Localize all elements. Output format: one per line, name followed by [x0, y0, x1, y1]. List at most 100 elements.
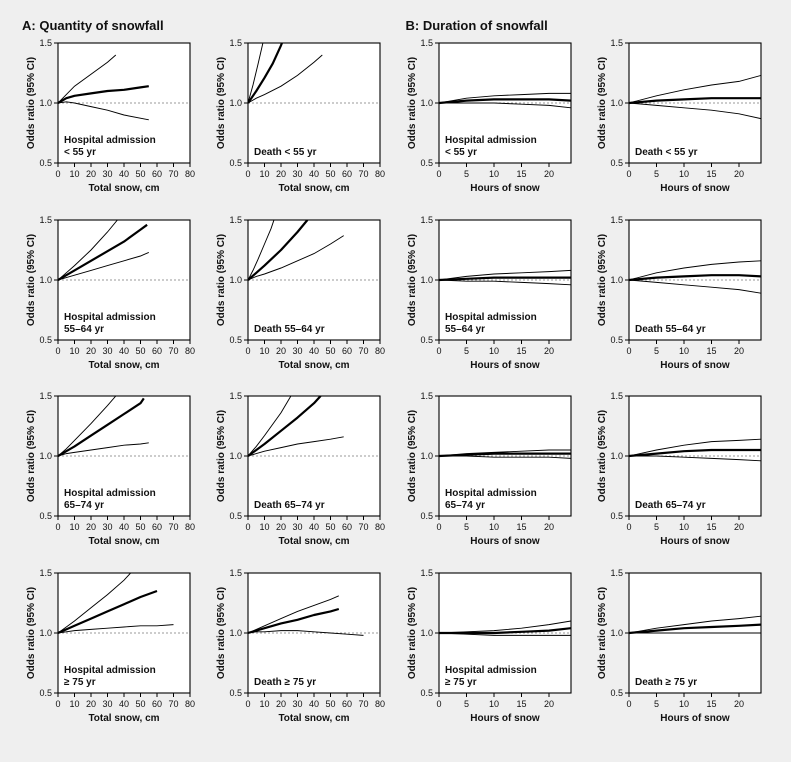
x-tick-label: 20	[276, 169, 286, 179]
panel-cell: Odds ratio (95% CI)0.51.01.5010203040506…	[22, 214, 198, 385]
x-tick-label: 10	[488, 522, 498, 532]
chart-panel: Odds ratio (95% CI)0.51.01.505101520Hour…	[593, 390, 769, 556]
y-tick-label: 1.5	[610, 568, 623, 578]
x-tick-label: 10	[69, 169, 79, 179]
panel-label: 55–64 yr	[64, 324, 104, 335]
y-tick-label: 1.5	[39, 568, 52, 578]
x-tick-label: 80	[375, 522, 385, 532]
panel-label: Death 65–74 yr	[635, 500, 706, 511]
x-tick-label: 60	[152, 346, 162, 356]
panel-cell: Odds ratio (95% CI)0.51.01.5010203040506…	[22, 37, 198, 208]
x-tick-label: 40	[309, 522, 319, 532]
x-tick-label: 40	[119, 522, 129, 532]
y-tick-label: 0.5	[39, 335, 52, 345]
x-tick-label: 30	[293, 346, 303, 356]
panel-cell: Odds ratio (95% CI)0.51.01.505101520Hour…	[403, 567, 579, 738]
y-tick-label: 1.5	[610, 215, 623, 225]
x-tick-label: 10	[679, 522, 689, 532]
y-axis-label: Odds ratio (95% CI)	[216, 586, 227, 678]
x-tick-label: 70	[168, 169, 178, 179]
panels-grid: Odds ratio (95% CI)0.51.01.5010203040506…	[22, 37, 769, 737]
panel-label: Hospital admission	[64, 488, 156, 499]
y-tick-label: 1.0	[39, 628, 52, 638]
y-tick-label: 0.5	[420, 158, 433, 168]
x-tick-label: 50	[326, 699, 336, 709]
y-tick-label: 1.5	[610, 391, 623, 401]
y-tick-label: 1.0	[420, 628, 433, 638]
y-axis-label: Odds ratio (95% CI)	[216, 57, 227, 149]
figure-page: A: Quantity of snowfall B: Duration of s…	[0, 0, 791, 762]
panel-cell: Odds ratio (95% CI)0.51.01.505101520Hour…	[593, 37, 769, 208]
panel-cell: Odds ratio (95% CI)0.51.01.505101520Hour…	[593, 567, 769, 738]
x-tick-label: 15	[516, 169, 526, 179]
x-tick-label: 80	[185, 699, 195, 709]
y-tick-label: 0.5	[610, 511, 623, 521]
x-tick-label: 40	[119, 169, 129, 179]
x-tick-label: 30	[293, 699, 303, 709]
y-tick-label: 1.5	[230, 38, 243, 48]
chart-panel: Odds ratio (95% CI)0.51.01.505101520Hour…	[593, 567, 769, 733]
x-tick-label: 0	[626, 522, 631, 532]
x-tick-label: 0	[55, 169, 60, 179]
x-tick-label: 40	[309, 346, 319, 356]
y-tick-label: 0.5	[39, 158, 52, 168]
y-tick-label: 0.5	[610, 158, 623, 168]
x-tick-label: 15	[516, 522, 526, 532]
x-tick-label: 70	[359, 346, 369, 356]
y-tick-label: 0.5	[39, 688, 52, 698]
x-tick-label: 20	[734, 169, 744, 179]
x-axis-label: Total snow, cm	[88, 536, 159, 547]
x-axis-label: Total snow, cm	[279, 183, 350, 194]
x-tick-label: 80	[375, 699, 385, 709]
x-tick-label: 50	[135, 699, 145, 709]
x-tick-label: 70	[359, 699, 369, 709]
y-tick-label: 1.0	[39, 275, 52, 285]
x-tick-label: 5	[463, 522, 468, 532]
y-tick-label: 1.0	[230, 451, 243, 461]
x-tick-label: 15	[706, 522, 716, 532]
x-axis-label: Total snow, cm	[88, 360, 159, 371]
x-tick-label: 80	[375, 169, 385, 179]
x-axis-label: Total snow, cm	[279, 713, 350, 724]
y-tick-label: 1.0	[230, 98, 243, 108]
panel-label: 65–74 yr	[64, 500, 104, 511]
x-tick-label: 20	[86, 169, 96, 179]
panel-label: ≥ 75 yr	[445, 677, 477, 688]
x-tick-label: 30	[102, 699, 112, 709]
x-tick-label: 0	[436, 699, 441, 709]
chart-panel: Odds ratio (95% CI)0.51.01.505101520Hour…	[403, 214, 579, 380]
panel-label: Death ≥ 75 yr	[635, 677, 697, 688]
x-axis-label: Total snow, cm	[279, 536, 350, 547]
x-tick-label: 5	[654, 346, 659, 356]
x-tick-label: 0	[626, 699, 631, 709]
titles-row: A: Quantity of snowfall B: Duration of s…	[22, 18, 769, 33]
x-tick-label: 20	[734, 346, 744, 356]
x-tick-label: 20	[276, 699, 286, 709]
x-axis-label: Hours of snow	[660, 713, 730, 724]
chart-panel: Odds ratio (95% CI)0.51.01.5010203040506…	[22, 37, 198, 203]
x-tick-label: 10	[260, 522, 270, 532]
x-tick-label: 30	[102, 346, 112, 356]
x-tick-label: 20	[543, 522, 553, 532]
panel-cell: Odds ratio (95% CI)0.51.01.505101520Hour…	[593, 214, 769, 385]
y-tick-label: 0.5	[230, 688, 243, 698]
y-axis-label: Odds ratio (95% CI)	[407, 410, 418, 502]
chart-panel: Odds ratio (95% CI)0.51.01.5010203040506…	[22, 390, 198, 556]
title-a: A: Quantity of snowfall	[22, 18, 396, 33]
y-axis-label: Odds ratio (95% CI)	[26, 410, 37, 502]
x-tick-label: 10	[488, 699, 498, 709]
x-tick-label: 0	[436, 346, 441, 356]
y-tick-label: 1.0	[230, 275, 243, 285]
x-tick-label: 20	[86, 699, 96, 709]
y-axis-label: Odds ratio (95% CI)	[597, 586, 608, 678]
x-tick-label: 0	[246, 699, 251, 709]
x-tick-label: 0	[246, 169, 251, 179]
panel-cell: Odds ratio (95% CI)0.51.01.505101520Hour…	[593, 390, 769, 561]
y-axis-label: Odds ratio (95% CI)	[407, 57, 418, 149]
x-tick-label: 10	[69, 522, 79, 532]
y-axis-label: Odds ratio (95% CI)	[597, 410, 608, 502]
panel-cell: Odds ratio (95% CI)0.51.01.5010203040506…	[212, 390, 388, 561]
y-tick-label: 1.0	[230, 628, 243, 638]
x-tick-label: 50	[326, 169, 336, 179]
x-axis-label: Total snow, cm	[279, 360, 350, 371]
